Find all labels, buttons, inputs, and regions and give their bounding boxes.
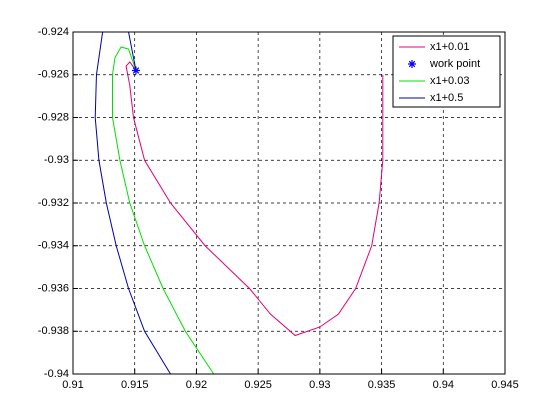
- legend-label: x1+0.03: [430, 75, 469, 87]
- legend-label: x1+0.5: [430, 92, 463, 104]
- legend: [392, 35, 501, 108]
- line: [111, 46, 215, 374]
- y-tick-label: -0.938: [38, 325, 69, 337]
- x-tick-label: 0.935: [368, 379, 396, 391]
- line: [125, 61, 384, 337]
- y-tick-label: -0.932: [38, 197, 69, 209]
- y-tick-label: -0.93: [44, 154, 69, 166]
- y-tick-label: -0.926: [38, 69, 69, 81]
- x-tick-label: 0.92: [186, 379, 207, 391]
- y-tick-label: -0.936: [38, 282, 69, 294]
- plot-lines: [94, 32, 384, 374]
- axes-frame: [72, 31, 506, 375]
- y-tick-label: -0.924: [38, 26, 69, 38]
- x-tick-label: 0.915: [121, 379, 149, 391]
- y-tick-label: -0.928: [38, 111, 69, 123]
- y-tick-label: -0.934: [38, 240, 69, 252]
- x-tick-label: 0.93: [309, 379, 330, 391]
- legend-marker: [408, 60, 416, 68]
- x-tick-label: 0.94: [433, 379, 454, 391]
- x-tick-label: 0.925: [244, 379, 272, 391]
- x-tick-label: 0.91: [62, 379, 83, 391]
- line: [94, 32, 171, 374]
- legend-label: x1+0.01: [430, 41, 469, 53]
- x-tick-label: 0.945: [491, 379, 519, 391]
- y-tick-label: -0.94: [44, 368, 69, 380]
- legend-label: work point: [429, 58, 480, 70]
- marker: [131, 66, 140, 75]
